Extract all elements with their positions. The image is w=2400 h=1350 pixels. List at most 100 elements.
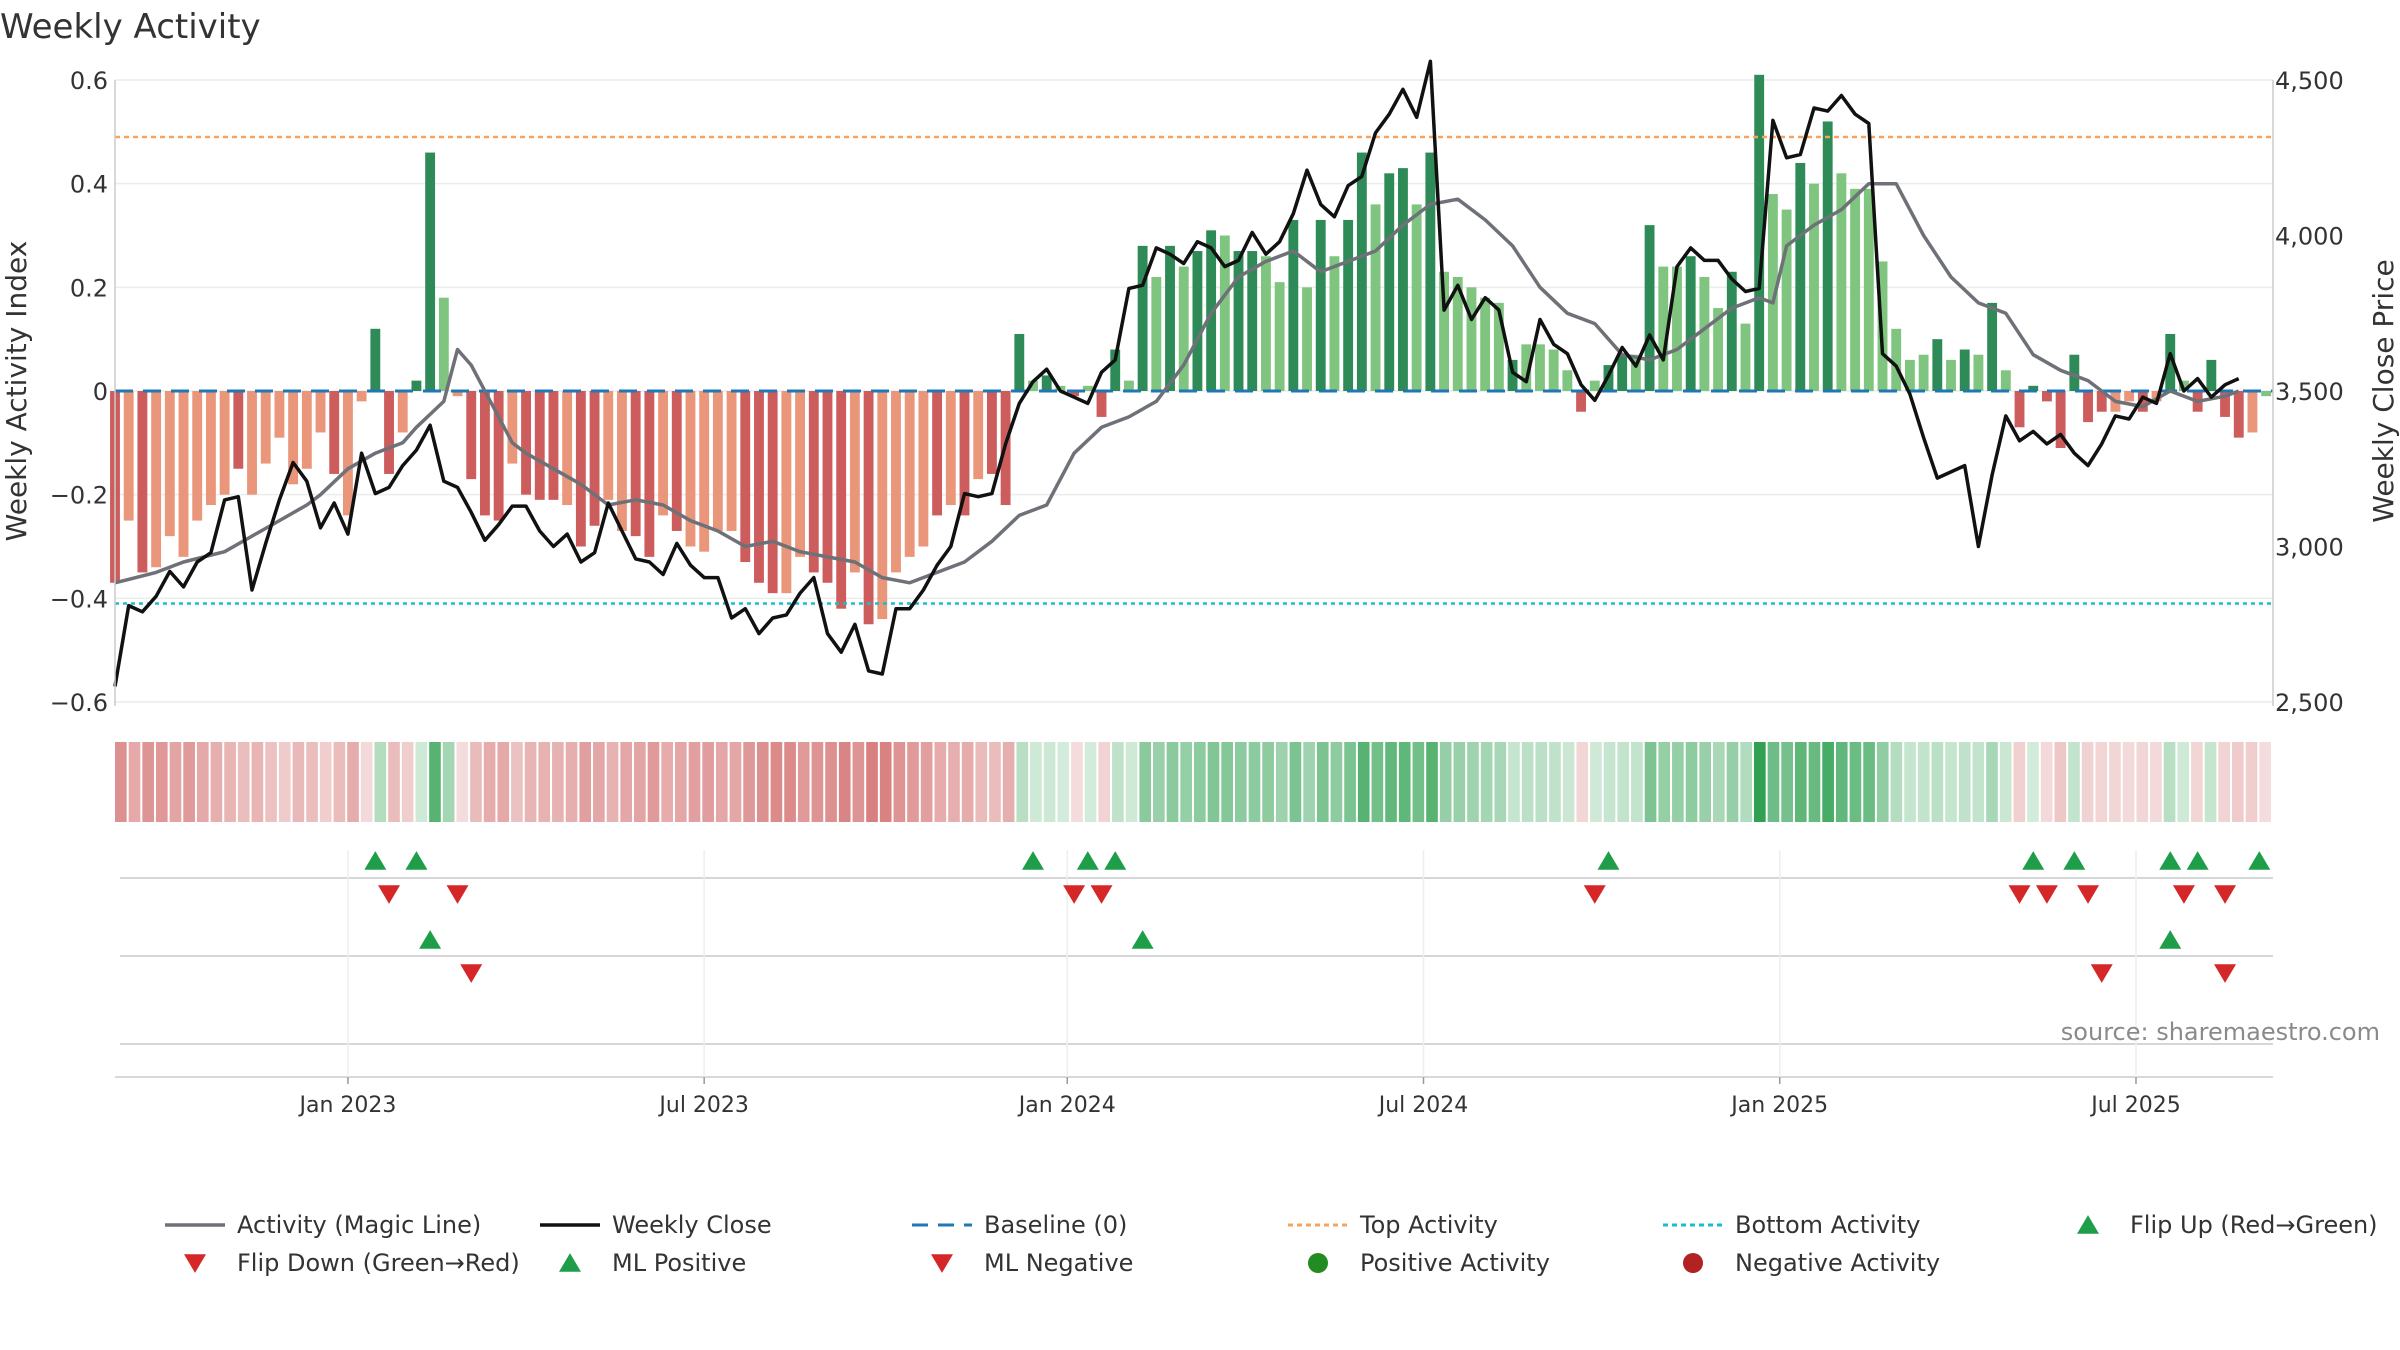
activity-bar — [891, 391, 901, 573]
y2-tick-label: 4,500 — [2275, 67, 2344, 95]
activity-bar — [822, 391, 833, 583]
legend-swatch — [2077, 1215, 2099, 1234]
activity-bar — [164, 391, 175, 537]
activity-bar — [438, 297, 449, 391]
activity-bar — [219, 391, 230, 495]
activity-bar — [2220, 391, 2230, 417]
heat-cell — [825, 742, 837, 822]
heat-cell — [388, 742, 400, 822]
heat-cell — [210, 742, 223, 822]
heat-cell — [2232, 742, 2244, 822]
ml-negative-marker — [2214, 964, 2237, 983]
heat-cell — [196, 742, 209, 822]
heat-cell — [1644, 742, 1657, 822]
flip-up-marker — [1104, 851, 1127, 870]
activity-bar — [904, 391, 915, 557]
heat-cell — [1426, 742, 1438, 822]
heat-cell — [1917, 742, 1930, 822]
activity-bar — [2179, 380, 2189, 391]
activity-bar — [1795, 162, 1806, 391]
heat-cell — [1617, 742, 1630, 822]
flip-down-marker — [1063, 885, 1086, 904]
activity-bar — [1699, 276, 1710, 391]
heat-cell — [1562, 742, 1575, 822]
legend-label: Positive Activity — [1360, 1249, 1550, 1277]
heat-cell — [1207, 742, 1220, 822]
heat-cell — [1603, 742, 1616, 822]
heat-cell — [1931, 742, 1944, 822]
activity-bar — [1384, 173, 1395, 391]
heat-cell — [333, 742, 346, 822]
heat-cell — [961, 742, 974, 822]
legend-label: Bottom Activity — [1735, 1211, 1920, 1239]
heat-cell — [2081, 742, 2094, 822]
legend-swatch — [931, 1254, 953, 1273]
heat-cell — [1521, 742, 1534, 822]
heat-cell — [1030, 742, 1042, 822]
activity-bar — [1740, 323, 1751, 391]
heat-cell — [347, 742, 359, 822]
activity-bar — [1891, 328, 1902, 391]
heat-cell — [784, 742, 796, 822]
activity-bar — [521, 391, 531, 495]
activity-bar — [1096, 391, 1107, 417]
activity-bar — [1137, 245, 1148, 391]
heat-cell — [142, 742, 154, 822]
activity-bar — [1946, 359, 1956, 391]
activity-bar — [1836, 173, 1847, 391]
activity-bar — [1110, 349, 1121, 391]
activity-bar — [1452, 276, 1463, 391]
flip-up-marker — [2063, 851, 2086, 870]
flip-up-marker — [2159, 851, 2182, 870]
activity-bar — [2000, 370, 2011, 391]
heat-cell — [360, 742, 373, 822]
heat-cell — [688, 742, 701, 822]
heat-cell — [1180, 742, 1192, 822]
heat-cell — [456, 742, 469, 822]
activity-bar — [1548, 349, 1559, 391]
heat-cell — [893, 742, 906, 822]
heat-cell — [2218, 742, 2231, 822]
activity-bar — [1028, 380, 1038, 391]
heat-cell — [1835, 742, 1848, 822]
activity-bar — [356, 391, 367, 402]
axes: 0.6 0.4 0.2 0 −0.2 −0.4 −0.6 4,500 4,000 3,500 3,0… — [0, 67, 2400, 717]
heat-cell — [292, 742, 305, 822]
activity-bar — [548, 391, 559, 500]
heat-cell — [1508, 742, 1520, 822]
heat-cell — [1822, 742, 1834, 822]
heat-cell — [2245, 742, 2258, 822]
heat-cell — [1467, 742, 1479, 822]
heat-cell — [1685, 742, 1698, 822]
heat-cell — [183, 742, 195, 822]
legend-swatch — [1308, 1253, 1328, 1273]
y-tick-label: 0.6 — [70, 67, 108, 95]
heat-cell — [2027, 742, 2039, 822]
heat-cell — [1863, 742, 1875, 822]
heat-cell — [1590, 742, 1602, 822]
y-tick-label: −0.2 — [50, 482, 108, 510]
activity-bar — [2055, 391, 2066, 449]
activity-bar — [836, 391, 847, 609]
heat-cell — [661, 742, 673, 822]
activity-bar — [2261, 391, 2272, 397]
heat-cell — [1262, 742, 1274, 822]
heat-cell — [2095, 742, 2108, 822]
activity-bar — [1562, 370, 1573, 391]
flip-up-marker — [405, 851, 428, 870]
heat-cell — [2013, 742, 2026, 822]
heat-cell — [852, 742, 865, 822]
activity-bar — [1754, 74, 1765, 392]
activity-bar — [767, 391, 778, 594]
x-tick-label: Jul 2023 — [657, 1093, 749, 1118]
heat-cell — [1043, 742, 1056, 822]
heat-cell — [2150, 742, 2162, 822]
activity-bar — [507, 391, 518, 464]
activity-bar — [2028, 385, 2039, 391]
heat-cell — [1098, 742, 1111, 822]
heat-cell — [442, 742, 455, 822]
ml-negative-marker — [460, 964, 483, 983]
heat-cell — [511, 742, 523, 822]
heat-cell — [1303, 742, 1315, 822]
